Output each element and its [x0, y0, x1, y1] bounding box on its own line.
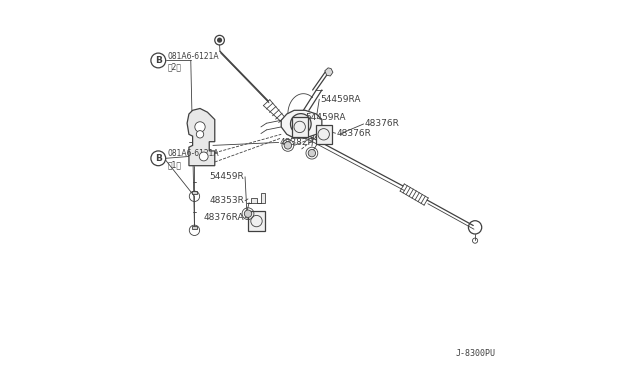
- Circle shape: [284, 142, 292, 149]
- Text: 48353R: 48353R: [209, 196, 244, 205]
- Circle shape: [308, 150, 316, 157]
- Circle shape: [244, 210, 252, 217]
- Bar: [191, 191, 197, 194]
- Text: 48382P: 48382P: [280, 138, 313, 147]
- Text: B: B: [155, 56, 162, 65]
- Text: 48376R: 48376R: [364, 119, 399, 128]
- Text: 081A6-6121A
（1）: 081A6-6121A （1）: [168, 150, 220, 170]
- Polygon shape: [247, 193, 264, 203]
- Bar: [191, 226, 197, 229]
- Polygon shape: [324, 68, 333, 76]
- Text: 081A6-6121A
（2）: 081A6-6121A （2）: [168, 52, 220, 72]
- Circle shape: [196, 131, 204, 138]
- Text: B: B: [155, 154, 162, 163]
- Circle shape: [195, 122, 205, 132]
- Polygon shape: [316, 125, 332, 144]
- Polygon shape: [281, 110, 322, 138]
- Text: 54459RA: 54459RA: [320, 95, 360, 104]
- Polygon shape: [292, 117, 308, 137]
- Text: 48376R: 48376R: [337, 129, 371, 138]
- Polygon shape: [187, 109, 215, 166]
- Text: 54459RA: 54459RA: [305, 113, 346, 122]
- Circle shape: [199, 152, 208, 161]
- Text: 54459R: 54459R: [209, 172, 244, 181]
- Circle shape: [217, 38, 222, 43]
- Text: 48376RA: 48376RA: [204, 213, 244, 222]
- Text: J-8300PU: J-8300PU: [456, 349, 495, 358]
- Circle shape: [291, 113, 311, 134]
- Polygon shape: [248, 211, 264, 231]
